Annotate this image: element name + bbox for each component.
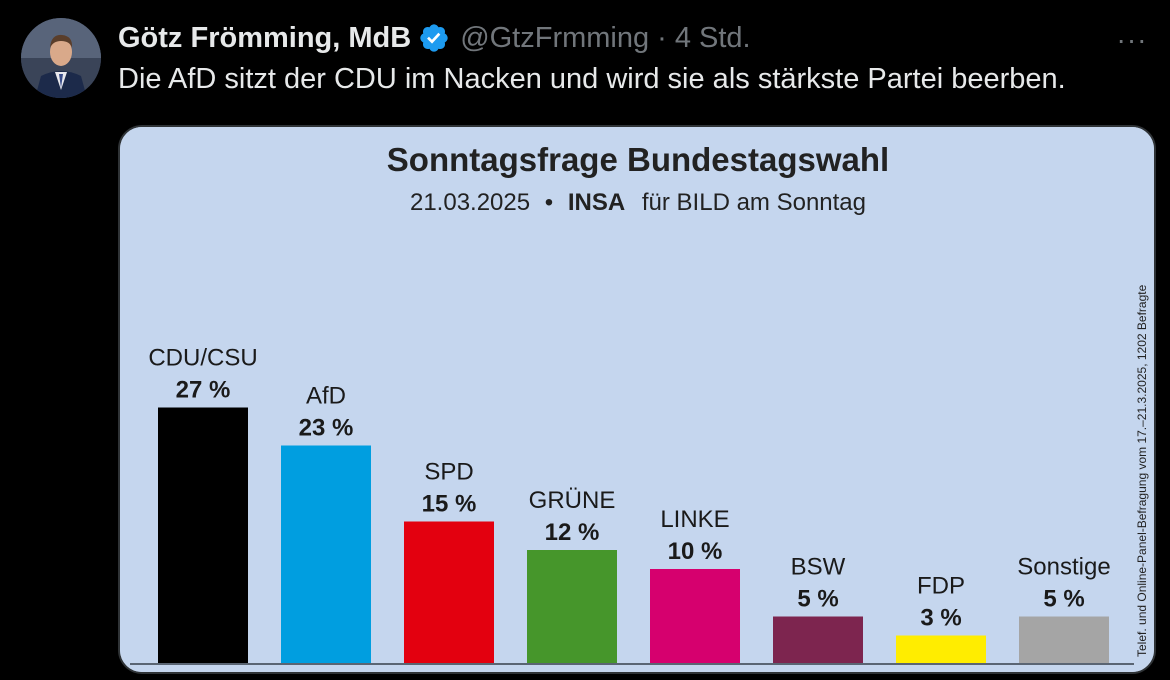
- bar-category-label-2: SPD: [424, 459, 473, 486]
- tweet-header: Götz Frömming, MdB @GtzFrmming · 4 Std.: [118, 18, 751, 58]
- bar-0: [158, 407, 248, 664]
- chart-title: Sonntagsfrage Bundestagswahl: [387, 141, 889, 178]
- bar-category-label-0: CDU/CSU: [148, 345, 257, 372]
- avatar-photo: [21, 18, 101, 98]
- bar-2: [404, 521, 494, 664]
- bar-value-label-3: 12 %: [545, 519, 600, 546]
- more-options-icon[interactable]: ···: [1116, 24, 1148, 55]
- bar-1: [281, 445, 371, 664]
- bar-3: [527, 550, 617, 664]
- timestamp[interactable]: 4 Std.: [674, 21, 751, 54]
- bar-category-label-1: AfD: [306, 383, 346, 410]
- chart-source-note: Telef. und Online-Panel-Befragung vom 17…: [1135, 284, 1149, 657]
- bar-value-label-5: 5 %: [797, 586, 838, 613]
- tweet-text: Die AfD sitzt der CDU im Nacken und wird…: [118, 63, 1066, 95]
- chart-subtitle-client: für BILD am Sonntag: [642, 189, 866, 216]
- bar-category-label-7: Sonstige: [1017, 554, 1110, 581]
- bar-7: [1019, 616, 1109, 664]
- bar-5: [773, 616, 863, 664]
- bar-value-label-7: 5 %: [1043, 586, 1084, 613]
- bar-category-label-3: GRÜNE: [529, 487, 616, 514]
- verified-badge-icon: [418, 22, 450, 54]
- bar-value-label-0: 27 %: [176, 377, 231, 404]
- bar-chart: Sonntagsfrage Bundestagswahl 21.03.2025 …: [120, 127, 1154, 672]
- bar-6: [896, 635, 986, 664]
- bar-value-label-4: 10 %: [668, 538, 723, 565]
- chart-subtitle-date: 21.03.2025: [410, 189, 530, 216]
- bar-category-label-5: BSW: [791, 554, 846, 581]
- bar-category-label-6: FDP: [917, 573, 965, 600]
- bar-value-label-1: 23 %: [299, 415, 354, 442]
- tweet-media-chart[interactable]: Sonntagsfrage Bundestagswahl 21.03.2025 …: [118, 125, 1156, 674]
- chart-subtitle-bullet: •: [545, 189, 553, 216]
- chart-subtitle-institute: INSA: [568, 189, 625, 216]
- bars-group: 27 % CDU/CSU 23 % AfD 15 % SPD 12 % GRÜNE 10 % LI…: [148, 345, 1111, 664]
- author-avatar[interactable]: [21, 18, 101, 98]
- bar-4: [650, 569, 740, 664]
- author-name[interactable]: Götz Frömming, MdB: [118, 21, 412, 54]
- separator-dot: ·: [657, 21, 667, 54]
- bar-value-label-2: 15 %: [422, 491, 477, 518]
- chart-background: [120, 127, 1154, 672]
- author-handle[interactable]: @GtzFrmming: [460, 21, 650, 54]
- chart-subtitle: 21.03.2025 • INSA für BILD am Sonntag: [410, 189, 866, 216]
- bar-value-label-6: 3 %: [920, 605, 961, 632]
- bar-category-label-4: LINKE: [660, 506, 729, 533]
